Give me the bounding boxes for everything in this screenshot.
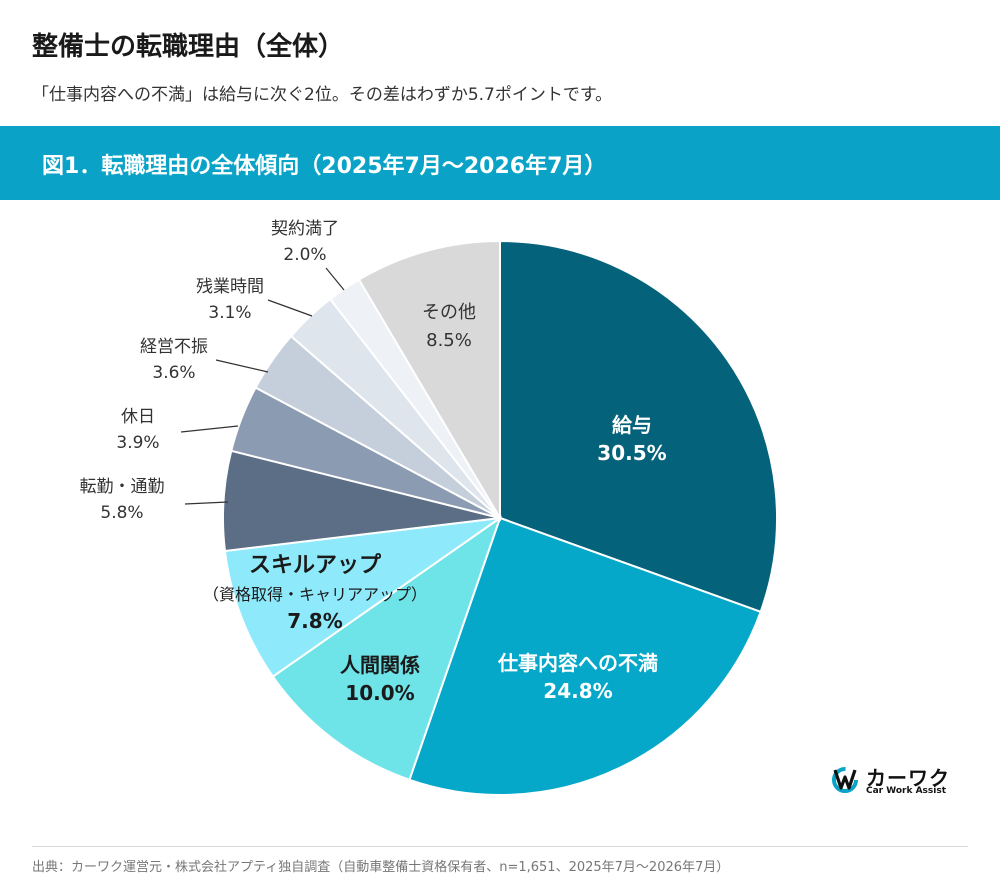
slice-label-1: 仕事内容への不満 bbox=[497, 651, 658, 675]
leader-line-8 bbox=[325, 267, 345, 291]
pie-slice-2 bbox=[271, 515, 502, 782]
leader-line-5 bbox=[180, 425, 239, 433]
slice-value-2: 10.0% bbox=[345, 681, 414, 705]
pie-slice-1 bbox=[408, 516, 762, 796]
pie-chart: 給与 30.5% 仕事内容への不満 24.8% 人間関係 10.0% スキルアップ （資格取得… bbox=[80, 219, 778, 796]
leader-line-4 bbox=[184, 501, 229, 505]
slice-label-8: 契約満了 bbox=[271, 219, 339, 239]
slice-value-9: 8.5% bbox=[426, 330, 472, 351]
page-title: 整備士の転職理由（全体） bbox=[32, 32, 345, 62]
brand-logo: カーワク Car Work Assist bbox=[830, 764, 960, 800]
slice-value-0: 30.5% bbox=[597, 441, 666, 465]
slice-sublabel-3: （資格取得・キャリアアップ） bbox=[203, 585, 427, 604]
slice-value-8: 2.0% bbox=[283, 245, 326, 265]
slice-value-3: 7.8% bbox=[287, 609, 342, 633]
source-note: 出典：カーワク運営元・株式会社アプティ独自調査（自動車整備士資格保有者、n=1,… bbox=[32, 860, 730, 875]
pie-slice-9 bbox=[357, 239, 501, 522]
slice-label-4: 転勤・通勤 bbox=[80, 477, 165, 497]
slice-label-3: スキルアップ bbox=[249, 553, 382, 578]
pie-labels: 給与 30.5% 仕事内容への不満 24.8% 人間関係 10.0% スキルアップ （資格取得… bbox=[80, 219, 667, 705]
logo-name: カーワク bbox=[866, 766, 950, 790]
footer-divider bbox=[32, 846, 968, 847]
leader-line-7 bbox=[267, 299, 313, 317]
pie-slice-0 bbox=[499, 239, 778, 614]
leader-line-6 bbox=[215, 359, 269, 373]
slice-value-4: 5.8% bbox=[100, 503, 143, 523]
slice-value-6: 3.6% bbox=[152, 363, 195, 383]
figure-banner: 図1．転職理由の全体傾向（2025年7月〜2026年7月） bbox=[0, 126, 1000, 200]
logo-tagline: Car Work Assist bbox=[866, 786, 947, 796]
slice-value-5: 3.9% bbox=[116, 433, 159, 453]
slice-label-0: 給与 bbox=[612, 413, 652, 437]
slice-label-2: 人間関係 bbox=[340, 653, 420, 677]
logo-mark-icon bbox=[832, 767, 858, 793]
slice-label-9: その他 bbox=[422, 302, 476, 323]
slice-label-5: 休日 bbox=[121, 407, 155, 427]
slice-label-6: 経営不振 bbox=[140, 337, 208, 357]
page-subtitle: 「仕事内容への不満」は給与に次ぐ2位。その差はわずか5.7ポイントです。 bbox=[32, 85, 613, 105]
pie-slice-3 bbox=[223, 517, 501, 678]
pie-slices bbox=[222, 239, 778, 796]
slice-value-7: 3.1% bbox=[208, 303, 251, 323]
figure-caption: 図1．転職理由の全体傾向（2025年7月〜2026年7月） bbox=[42, 154, 607, 179]
slice-value-1: 24.8% bbox=[543, 679, 612, 703]
pie-leader-lines bbox=[180, 267, 345, 505]
slice-label-7: 残業時間 bbox=[196, 277, 264, 297]
